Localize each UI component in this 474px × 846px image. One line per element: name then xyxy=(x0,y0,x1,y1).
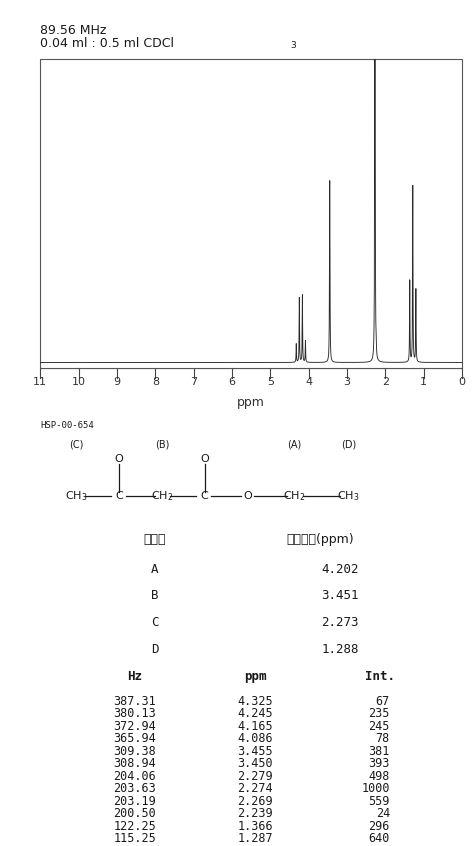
Text: 化学位移(ppm): 化学位移(ppm) xyxy=(286,533,354,547)
Text: 245: 245 xyxy=(369,720,390,733)
Text: 2.269: 2.269 xyxy=(237,795,273,808)
Text: 4.245: 4.245 xyxy=(237,707,273,720)
Text: 24: 24 xyxy=(376,807,390,821)
Text: 498: 498 xyxy=(369,770,390,783)
Text: 9: 9 xyxy=(113,377,120,387)
Text: 3.451: 3.451 xyxy=(321,590,359,602)
Text: CH$_2$: CH$_2$ xyxy=(283,489,305,503)
Text: 89.56 MHz: 89.56 MHz xyxy=(40,24,107,36)
Text: ppm: ppm xyxy=(244,670,266,683)
Text: (C): (C) xyxy=(69,439,83,449)
Text: 11: 11 xyxy=(33,377,47,387)
Text: 3: 3 xyxy=(344,377,351,387)
Text: 2.239: 2.239 xyxy=(237,807,273,821)
Text: C: C xyxy=(201,491,209,501)
Text: 8: 8 xyxy=(152,377,159,387)
Text: CH$_3$: CH$_3$ xyxy=(65,489,88,503)
Text: 203.63: 203.63 xyxy=(114,783,156,795)
Text: 4.165: 4.165 xyxy=(237,720,273,733)
Text: 4.325: 4.325 xyxy=(237,695,273,707)
Text: 7: 7 xyxy=(190,377,197,387)
Text: Hz: Hz xyxy=(128,670,143,683)
Text: 3.455: 3.455 xyxy=(237,744,273,758)
Text: 108.00: 108.00 xyxy=(114,845,156,846)
Text: 393: 393 xyxy=(369,757,390,770)
Text: 380.13: 380.13 xyxy=(114,707,156,720)
Text: 365.94: 365.94 xyxy=(114,732,156,745)
Text: B: B xyxy=(151,590,159,602)
Text: 387.31: 387.31 xyxy=(114,695,156,707)
Text: O: O xyxy=(115,453,123,464)
Text: 1.366: 1.366 xyxy=(237,820,273,833)
Text: 2: 2 xyxy=(382,377,389,387)
Text: 372.94: 372.94 xyxy=(114,720,156,733)
Text: 2.279: 2.279 xyxy=(237,770,273,783)
Text: CH$_2$: CH$_2$ xyxy=(151,489,173,503)
Text: O: O xyxy=(243,491,252,501)
Text: 2.274: 2.274 xyxy=(237,783,273,795)
Text: 381: 381 xyxy=(369,744,390,758)
Text: 1.288: 1.288 xyxy=(321,643,359,656)
Text: C: C xyxy=(151,616,159,629)
Text: (D): (D) xyxy=(341,439,356,449)
Text: 67: 67 xyxy=(376,695,390,707)
Text: Int.: Int. xyxy=(365,670,395,683)
Text: 2.273: 2.273 xyxy=(321,616,359,629)
Text: 0: 0 xyxy=(459,377,465,387)
Text: 235: 235 xyxy=(369,707,390,720)
Text: 标记氢: 标记氢 xyxy=(144,533,166,547)
Text: 4.086: 4.086 xyxy=(237,732,273,745)
Text: 4.202: 4.202 xyxy=(321,563,359,575)
Text: (A): (A) xyxy=(287,439,301,449)
Text: A: A xyxy=(151,563,159,575)
Text: 0.04 ml : 0.5 ml CDCl: 0.04 ml : 0.5 ml CDCl xyxy=(40,37,174,50)
Text: 78: 78 xyxy=(376,732,390,745)
Text: 264: 264 xyxy=(369,845,390,846)
Text: 1: 1 xyxy=(420,377,427,387)
Text: 640: 640 xyxy=(369,832,390,845)
Text: 3.450: 3.450 xyxy=(237,757,273,770)
Text: 122.25: 122.25 xyxy=(114,820,156,833)
Text: 203.19: 203.19 xyxy=(114,795,156,808)
Text: CH$_3$: CH$_3$ xyxy=(337,489,360,503)
Text: 5: 5 xyxy=(267,377,274,387)
Text: 559: 559 xyxy=(369,795,390,808)
Text: 4: 4 xyxy=(305,377,312,387)
Text: 115.25: 115.25 xyxy=(114,832,156,845)
Text: D: D xyxy=(151,643,159,656)
Text: 3: 3 xyxy=(290,41,296,51)
Text: 6: 6 xyxy=(228,377,236,387)
Text: 1.287: 1.287 xyxy=(237,832,273,845)
Text: C: C xyxy=(115,491,123,501)
Text: (B): (B) xyxy=(155,439,169,449)
Text: 10: 10 xyxy=(72,377,86,387)
Text: 204.06: 204.06 xyxy=(114,770,156,783)
Text: 309.38: 309.38 xyxy=(114,744,156,758)
Text: 308.94: 308.94 xyxy=(114,757,156,770)
Text: HSP-00-654: HSP-00-654 xyxy=(40,421,94,431)
Text: ppm: ppm xyxy=(237,396,265,409)
Text: 1.206: 1.206 xyxy=(237,845,273,846)
Text: 200.50: 200.50 xyxy=(114,807,156,821)
Text: 1000: 1000 xyxy=(362,783,390,795)
Text: 296: 296 xyxy=(369,820,390,833)
Text: O: O xyxy=(200,453,209,464)
